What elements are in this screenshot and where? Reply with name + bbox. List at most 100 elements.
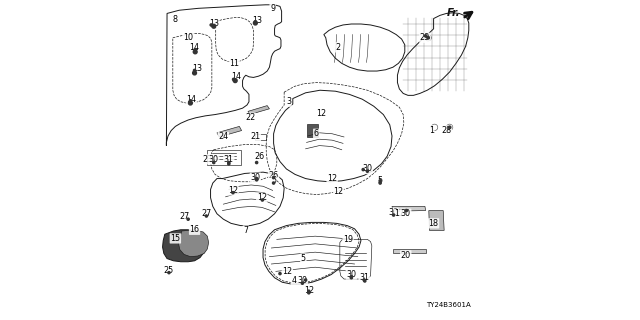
Polygon shape — [248, 106, 269, 115]
Circle shape — [308, 290, 310, 292]
Text: 7: 7 — [243, 226, 248, 235]
Polygon shape — [307, 124, 319, 137]
Text: 19: 19 — [343, 235, 353, 244]
Circle shape — [228, 162, 230, 164]
Circle shape — [379, 182, 381, 184]
Circle shape — [255, 178, 258, 180]
Circle shape — [273, 182, 275, 184]
Text: 23: 23 — [202, 155, 212, 164]
Text: 12: 12 — [257, 193, 267, 202]
Text: 6: 6 — [314, 129, 319, 138]
Text: 14: 14 — [231, 72, 241, 81]
Text: 30: 30 — [298, 276, 307, 285]
Circle shape — [234, 79, 237, 83]
Text: 5: 5 — [378, 176, 383, 185]
Circle shape — [279, 273, 281, 275]
Text: 25: 25 — [164, 266, 174, 275]
Text: 4: 4 — [291, 276, 296, 285]
Text: 12: 12 — [327, 174, 337, 183]
Circle shape — [194, 49, 196, 51]
Polygon shape — [429, 211, 444, 230]
Circle shape — [363, 279, 365, 281]
Polygon shape — [217, 126, 242, 137]
Text: 28: 28 — [442, 126, 451, 135]
Text: 30: 30 — [209, 155, 219, 164]
Text: 26: 26 — [269, 171, 278, 180]
Text: 22: 22 — [245, 113, 255, 122]
Circle shape — [210, 24, 212, 26]
Text: 24: 24 — [218, 132, 228, 141]
Circle shape — [392, 214, 395, 216]
Text: 16: 16 — [189, 225, 200, 234]
Text: 10: 10 — [183, 33, 193, 42]
Circle shape — [255, 179, 258, 181]
Circle shape — [212, 162, 215, 164]
Text: 13: 13 — [192, 64, 202, 73]
Text: 29: 29 — [420, 33, 430, 42]
Text: 3: 3 — [286, 97, 291, 106]
Circle shape — [405, 210, 408, 212]
Text: 30: 30 — [401, 209, 411, 218]
Circle shape — [424, 35, 427, 37]
Circle shape — [253, 21, 257, 25]
Circle shape — [305, 279, 307, 281]
Circle shape — [427, 36, 429, 39]
Circle shape — [189, 100, 191, 102]
Text: 30: 30 — [250, 173, 260, 182]
Text: 12: 12 — [282, 267, 292, 276]
Circle shape — [168, 272, 170, 274]
Text: 17: 17 — [394, 209, 404, 218]
Text: 5: 5 — [271, 176, 276, 185]
Text: 26: 26 — [255, 152, 265, 161]
Circle shape — [232, 78, 235, 80]
Circle shape — [449, 126, 451, 129]
Circle shape — [193, 71, 196, 75]
Text: 27: 27 — [180, 212, 190, 221]
Circle shape — [301, 282, 303, 284]
Circle shape — [362, 169, 364, 171]
Polygon shape — [392, 206, 426, 211]
Circle shape — [254, 21, 257, 23]
Text: 5: 5 — [301, 254, 306, 263]
Circle shape — [364, 280, 366, 282]
Text: 9: 9 — [270, 4, 275, 13]
Circle shape — [232, 192, 234, 194]
Text: 31: 31 — [359, 273, 369, 282]
Circle shape — [187, 218, 189, 220]
Circle shape — [273, 177, 275, 179]
Text: 12: 12 — [228, 186, 238, 195]
Text: 12: 12 — [333, 187, 344, 196]
Circle shape — [193, 69, 196, 71]
Circle shape — [308, 292, 310, 294]
Text: 30: 30 — [362, 164, 372, 173]
Text: 2: 2 — [335, 43, 340, 52]
Text: Fr.: Fr. — [447, 8, 460, 18]
Text: 8: 8 — [173, 15, 178, 24]
Polygon shape — [163, 230, 205, 262]
Circle shape — [255, 162, 258, 164]
Circle shape — [189, 101, 192, 105]
Text: 14: 14 — [189, 43, 200, 52]
Circle shape — [379, 180, 381, 182]
Text: 21: 21 — [250, 132, 260, 141]
Text: 20: 20 — [401, 251, 411, 260]
Text: TY24B3601A: TY24B3601A — [426, 302, 471, 308]
Circle shape — [205, 215, 207, 217]
Text: 30: 30 — [346, 270, 356, 279]
Text: 30: 30 — [388, 208, 398, 217]
Circle shape — [350, 277, 353, 279]
Text: 27: 27 — [201, 209, 212, 218]
Text: 18: 18 — [429, 219, 438, 228]
Polygon shape — [393, 249, 426, 253]
Polygon shape — [179, 230, 209, 257]
Text: 14: 14 — [186, 95, 196, 104]
Circle shape — [350, 276, 353, 278]
Circle shape — [212, 24, 216, 28]
Text: 13: 13 — [253, 16, 262, 25]
Circle shape — [193, 50, 197, 54]
Text: 13: 13 — [209, 20, 219, 28]
Text: 12: 12 — [317, 109, 326, 118]
Text: 11: 11 — [229, 60, 239, 68]
Text: 15: 15 — [170, 234, 180, 243]
Circle shape — [261, 199, 264, 201]
